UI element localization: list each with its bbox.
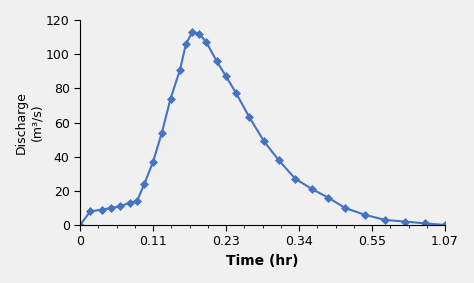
X-axis label: Time (hr): Time (hr) [226,254,299,268]
Y-axis label: Discharge
(m³/s): Discharge (m³/s) [15,91,43,154]
